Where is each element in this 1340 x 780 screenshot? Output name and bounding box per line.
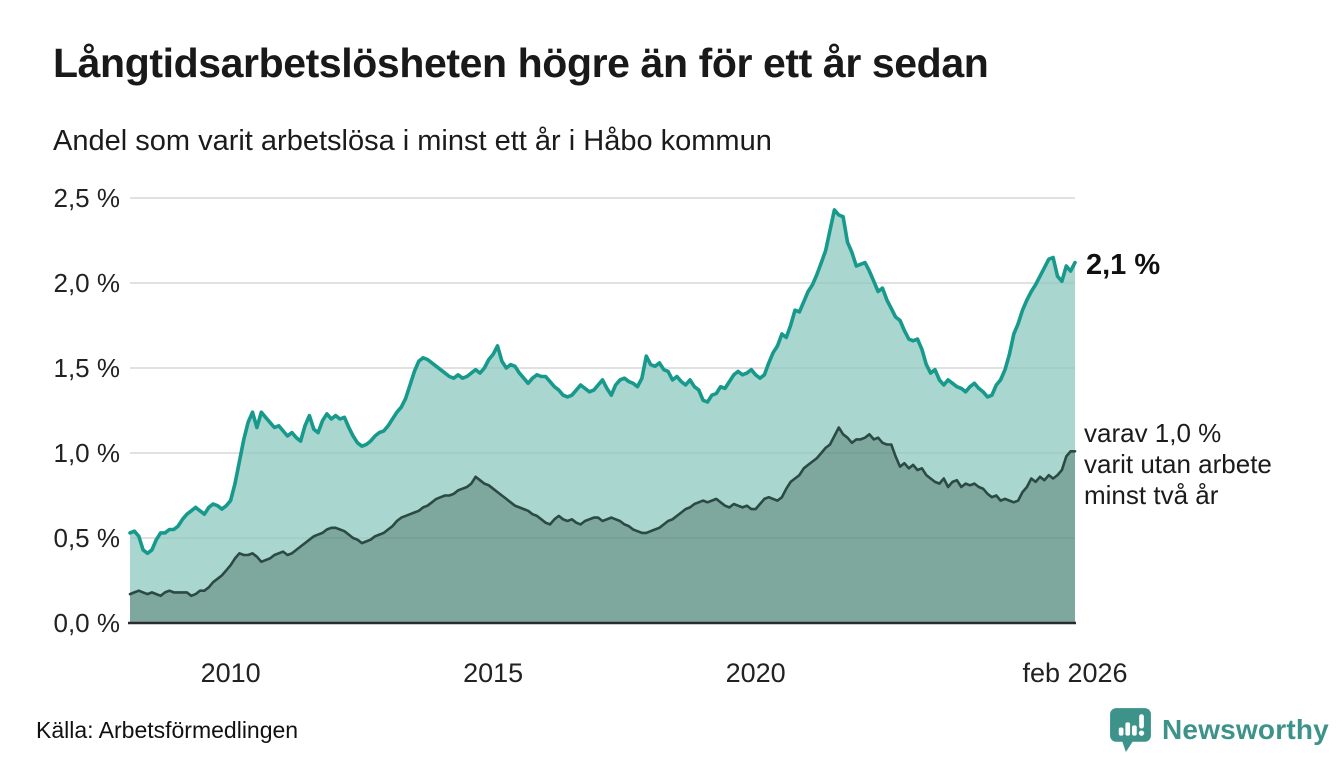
line-min-two-years (128, 426, 1077, 598)
y-axis-tick-label: 0,0 % (53, 608, 121, 638)
x-axis-tick-label: 2020 (725, 658, 786, 688)
x-axis-tick-label: 2010 (200, 658, 261, 688)
y-axis-tick-label: 0,5 % (53, 523, 121, 553)
two-year-annotation-line: minst två år (1084, 480, 1219, 510)
newsworthy-speech-bubble-bar-chart-icon (1110, 708, 1151, 752)
area-fill-min-two-years (130, 427, 1075, 623)
line-min-one-year (128, 208, 1077, 556)
two-year-annotation-line: varit utan arbete (1084, 449, 1272, 479)
x-axis-tick-label: 2015 (463, 658, 524, 688)
chart-subtitle: Andel som varit arbetslösa i minst ett å… (53, 125, 772, 157)
two-year-annotation-line: varav 1,0 % (1084, 418, 1222, 448)
x-axis-tick-label: feb 2026 (1022, 658, 1128, 688)
latest-value-label: 2,1 % (1086, 249, 1161, 281)
y-axis-tick-label: 1,5 % (53, 353, 121, 383)
newsworthy-logo: Newsworthy (1108, 705, 1329, 754)
y-axis-tick-label: 2,5 % (53, 183, 121, 213)
y-axis-tick-label: 2,0 % (53, 268, 121, 298)
brand-name: Newsworthy (1162, 713, 1329, 745)
two-year-annotation: varav 1,0 % varit utan arbete minst två … (1084, 418, 1272, 511)
page-title: Långtidsarbetslösheten högre än för ett … (53, 40, 989, 86)
source-caption: Källa: Arbetsförmedlingen (36, 717, 299, 743)
y-axis-tick-label: 1,0 % (53, 438, 121, 468)
